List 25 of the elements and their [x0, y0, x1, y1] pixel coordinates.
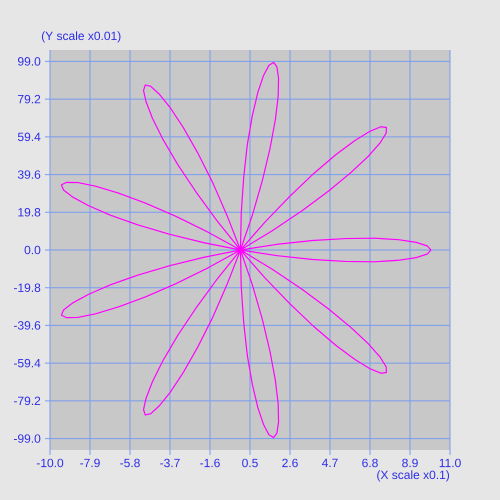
- y-tick-label: -59.4: [14, 358, 40, 368]
- x-axis-title: (X scale x0.1): [377, 470, 450, 482]
- x-tick-label: 6.8: [362, 458, 378, 468]
- x-tick-label: 4.7: [322, 458, 338, 467]
- x-tick-label: 0.5: [242, 458, 258, 468]
- x-tick-label: 2.6: [282, 458, 298, 468]
- y-axis-title: (Y scale x0.01): [42, 31, 120, 42]
- y-tick-label: -19.8: [14, 283, 40, 292]
- x-tick-label: 8.9: [402, 458, 418, 468]
- x-tick-label: 11.0: [440, 458, 461, 468]
- y-tick-label: 19.8: [18, 208, 40, 217]
- y-tick-label: 0.0: [24, 246, 40, 254]
- x-tick-label: -5.8: [120, 458, 140, 468]
- y-tick-label: 39.6: [18, 170, 40, 179]
- x-tick-label: -1.6: [200, 458, 220, 468]
- x-tick-label: -7.9: [80, 458, 100, 468]
- y-tick-label: -79.2: [14, 396, 40, 406]
- line-series: [60, 62, 432, 438]
- y-tick-label: 79.2: [18, 94, 40, 104]
- x-tick-label: -3.7: [160, 458, 180, 468]
- y-tick-label: 59.4: [18, 132, 40, 142]
- y-tick-label: -99.0: [14, 434, 40, 443]
- y-tick-label: -39.6: [14, 321, 40, 330]
- y-tick-label: 99.0: [18, 57, 40, 66]
- x-tick-label: -10.0: [36, 458, 64, 468]
